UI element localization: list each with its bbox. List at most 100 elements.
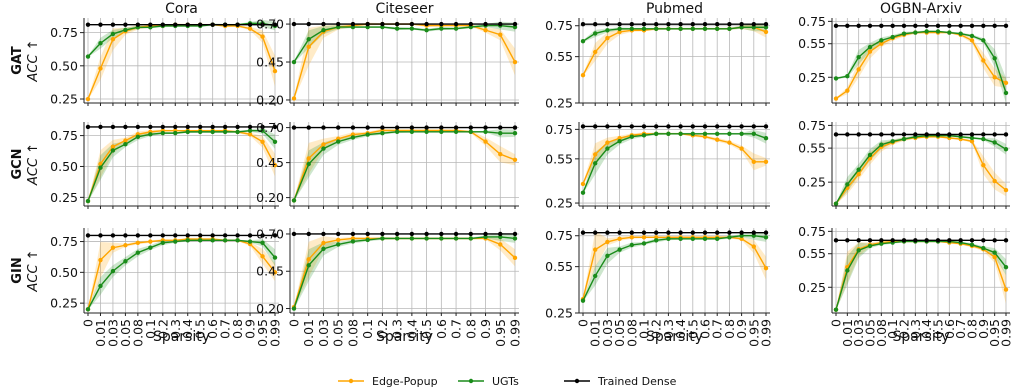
point-trained-dense: [409, 231, 415, 237]
legend-marker: [348, 378, 354, 384]
point-trained-dense: [468, 125, 473, 130]
point-trained-dense: [845, 132, 850, 137]
y-tick-label: 0.75: [798, 14, 826, 29]
point-ugts: [654, 26, 659, 32]
point-trained-dense: [727, 21, 732, 27]
point-trained-dense: [739, 21, 744, 27]
point-ugts: [98, 283, 103, 289]
x-tick-label: 0.05: [863, 319, 878, 347]
y-tick-label: 0.25: [798, 280, 826, 295]
point-trained-dense: [85, 124, 91, 130]
point-trained-dense: [678, 21, 683, 27]
point-trained-dense: [380, 231, 385, 237]
x-tick-label: 0.4: [180, 319, 195, 339]
x-tick-label: 0.5: [931, 319, 946, 339]
x-tick-label: 0.08: [130, 319, 145, 347]
y-tick-label: 0.25: [545, 196, 573, 211]
y-tick-label: 0.20: [256, 190, 284, 205]
panel-gat-cora: 0.25 0.50 0.75 Cora: [50, 1, 279, 107]
point-ugts: [763, 136, 769, 141]
point-trained-dense: [110, 22, 116, 27]
point-trained-dense: [666, 124, 671, 129]
point-ugts: [185, 238, 190, 243]
point-ugts: [845, 268, 850, 273]
point-trained-dense: [409, 125, 415, 130]
series-line-ugts: [582, 26, 766, 42]
point-trained-dense: [763, 230, 769, 235]
point-ugts: [617, 26, 622, 32]
panel-gin-citeseer: 0.200.450.700 0.01 0.03 0.05 0.08 0.1 0.2 0.3 0.…: [256, 226, 522, 346]
point-ugts: [1003, 264, 1009, 270]
point-edge-popup: [751, 159, 756, 164]
point-trained-dense: [593, 124, 598, 129]
x-tick-label: 0: [576, 319, 591, 327]
point-edge-popup: [1003, 287, 1009, 292]
point-ugts: [739, 131, 744, 136]
point-edge-popup: [110, 37, 116, 42]
band-ugts: [836, 240, 1006, 311]
point-ugts: [247, 239, 253, 244]
point-ugts: [210, 238, 215, 243]
point-trained-dense: [306, 125, 311, 130]
x-tick-label: 0.2: [155, 319, 170, 339]
point-trained-dense: [235, 22, 240, 27]
x-tick-label: 0.1: [360, 319, 375, 339]
x-tick-label: 0.1: [885, 319, 900, 339]
point-edge-popup: [512, 255, 518, 261]
point-trained-dense: [715, 21, 720, 27]
point-ugts: [110, 31, 116, 37]
point-ugts: [198, 129, 203, 135]
point-trained-dense: [690, 124, 695, 129]
point-ugts: [605, 253, 610, 259]
point-ugts: [394, 26, 400, 31]
series-line-ugts: [835, 134, 1007, 205]
point-ugts: [641, 241, 647, 246]
y-tick-label: 0.70: [256, 17, 284, 32]
point-trained-dense: [439, 125, 444, 130]
point-ugts: [380, 131, 385, 136]
point-ugts: [98, 41, 103, 46]
point-ugts: [992, 140, 997, 145]
legend-marker: [574, 378, 580, 384]
point-trained-dense: [879, 132, 884, 137]
point-trained-dense: [666, 230, 671, 235]
point-ugts: [439, 236, 444, 241]
point-trained-dense: [913, 132, 918, 137]
x-tick-label: 0.8: [230, 319, 245, 339]
point-trained-dense: [879, 23, 884, 29]
point-trained-dense: [890, 23, 895, 29]
point-trained-dense: [135, 233, 141, 238]
point-trained-dense: [845, 23, 850, 29]
legend: Edge-Popup UGTs Trained Dense: [338, 375, 677, 388]
point-ugts: [856, 54, 861, 60]
x-tick-label: 0.8: [965, 319, 980, 339]
band-ugts: [836, 134, 1006, 205]
point-trained-dense: [617, 230, 622, 235]
point-edge-popup: [321, 142, 326, 147]
x-tick-label: 0.05: [331, 319, 346, 347]
point-ugts: [260, 128, 265, 133]
point-trained-dense: [98, 124, 103, 130]
point-ugts: [992, 250, 997, 255]
point-ugts: [901, 31, 907, 36]
point-trained-dense: [247, 22, 253, 27]
point-trained-dense: [913, 23, 918, 29]
point-trained-dense: [321, 231, 326, 237]
point-edge-popup: [867, 49, 873, 54]
point-ugts: [380, 24, 385, 30]
point-trained-dense: [512, 21, 518, 27]
point-edge-popup: [879, 41, 884, 46]
point-trained-dense: [947, 132, 952, 137]
point-ugts: [85, 198, 91, 204]
point-ugts: [336, 139, 341, 144]
point-trained-dense: [336, 231, 341, 237]
point-ugts: [222, 238, 228, 243]
point-ugts: [1003, 90, 1009, 96]
point-trained-dense: [123, 233, 128, 238]
point-edge-popup: [498, 152, 503, 157]
point-ugts: [173, 130, 178, 136]
point-ugts: [715, 236, 720, 242]
point-trained-dense: [291, 21, 297, 27]
point-ugts: [654, 238, 659, 243]
point-edge-popup: [992, 178, 997, 184]
